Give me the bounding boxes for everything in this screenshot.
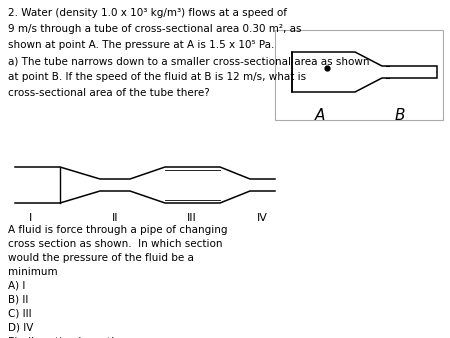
Text: D) IV: D) IV (8, 323, 33, 333)
Text: C) III: C) III (8, 309, 32, 319)
Text: cross-sectional area of the tube there?: cross-sectional area of the tube there? (8, 88, 210, 98)
Text: shown at point A. The pressure at A is 1.5 x 10⁵ Pa.: shown at point A. The pressure at A is 1… (8, 40, 274, 50)
Text: cross section as shown.  In which section: cross section as shown. In which section (8, 239, 222, 249)
Text: B) II: B) II (8, 295, 28, 305)
Polygon shape (292, 52, 437, 92)
Text: would the pressure of the fluid be a: would the pressure of the fluid be a (8, 253, 194, 263)
Text: at point B. If the speed of the fluid at B is 12 m/s, what is: at point B. If the speed of the fluid at… (8, 72, 306, 82)
Text: IV: IV (256, 213, 267, 223)
Text: 2. Water (density 1.0 x 10³ kg/m³) flows at a speed of: 2. Water (density 1.0 x 10³ kg/m³) flows… (8, 8, 287, 18)
Bar (275, 30, 443, 120)
Text: I: I (28, 213, 32, 223)
Text: minimum: minimum (8, 267, 58, 277)
Text: 9 m/s through a tube of cross-sectional area 0.30 m², as: 9 m/s through a tube of cross-sectional … (8, 24, 302, 34)
Text: A fluid is force through a pipe of changing: A fluid is force through a pipe of chang… (8, 225, 228, 235)
Text: III: III (187, 213, 197, 223)
Text: a) The tube narrows down to a smaller cross-sectional area as shown: a) The tube narrows down to a smaller cr… (8, 56, 369, 66)
Text: B: B (395, 108, 405, 123)
Text: A: A (315, 108, 325, 123)
Text: II: II (112, 213, 118, 223)
Text: E) all section have the same pressure.: E) all section have the same pressure. (8, 337, 208, 338)
Text: A) I: A) I (8, 281, 25, 291)
